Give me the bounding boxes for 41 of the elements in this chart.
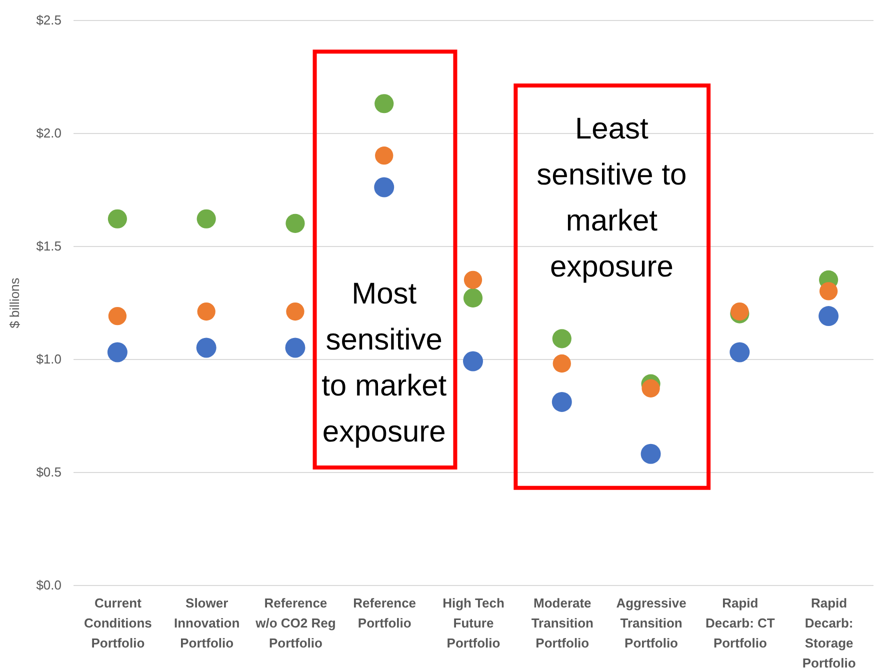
- point: [463, 351, 483, 372]
- point: [107, 342, 128, 362]
- point: [108, 306, 127, 326]
- point: [286, 302, 304, 321]
- y-tick-label: $2.0: [36, 126, 62, 140]
- y-tick-label: $1.0: [36, 352, 62, 366]
- point: [375, 146, 394, 165]
- point: [463, 288, 483, 308]
- point: [642, 379, 660, 398]
- x-tick-label: Rapid Decarb: Storage Portfolio: [802, 596, 856, 670]
- point: [730, 342, 750, 362]
- point: [374, 177, 394, 198]
- x-tick-label: Reference w/o CO2 Reg Portfolio: [254, 596, 336, 650]
- x-tick-label: Rapid Decarb: CT Portfolio: [705, 596, 775, 650]
- point: [196, 209, 216, 228]
- x-tick-label: Reference Portfolio: [353, 596, 416, 630]
- point: [552, 354, 571, 373]
- x-tick-label: Current Conditions Portfolio: [84, 596, 152, 650]
- point: [108, 209, 127, 228]
- x-tick-label: Aggressive Transition Portfolio: [616, 596, 686, 650]
- point: [464, 270, 482, 289]
- point: [819, 282, 838, 300]
- annotation: Least sensitive to market exposure: [536, 112, 687, 284]
- point: [286, 214, 305, 233]
- point: [552, 329, 572, 348]
- x-tick-label: High Tech Future Portfolio: [442, 596, 504, 650]
- y-tick-label: $0.0: [36, 578, 62, 592]
- x-tick-label: Slower Innovation Portfolio: [174, 596, 240, 650]
- point: [285, 338, 306, 358]
- x-tick-label: Moderate Transition Portfolio: [531, 596, 594, 650]
- annotation: Most sensitive to market exposure: [322, 278, 448, 449]
- y-tick-label: $1.5: [36, 238, 62, 254]
- y-tick-label: $2.5: [36, 12, 62, 28]
- point: [196, 338, 216, 358]
- point: [552, 392, 572, 412]
- point: [640, 444, 661, 464]
- point: [197, 302, 216, 321]
- point: [818, 306, 839, 326]
- y-tick-label: $0.5: [36, 464, 62, 480]
- point: [374, 94, 394, 114]
- y-axis-title: $ billions: [7, 277, 22, 328]
